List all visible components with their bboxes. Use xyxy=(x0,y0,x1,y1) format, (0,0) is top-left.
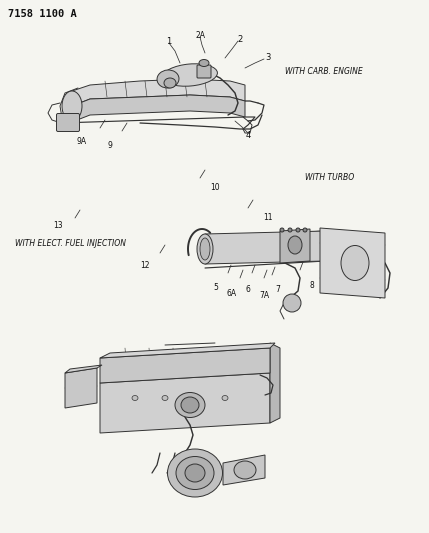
Ellipse shape xyxy=(164,78,176,88)
Text: 1: 1 xyxy=(166,36,172,45)
FancyBboxPatch shape xyxy=(197,65,211,78)
Text: 12: 12 xyxy=(140,261,150,270)
Ellipse shape xyxy=(162,395,168,400)
Polygon shape xyxy=(223,455,265,485)
Text: WITH ELECT. FUEL INJECTION: WITH ELECT. FUEL INJECTION xyxy=(15,238,126,247)
Text: 9: 9 xyxy=(108,141,112,149)
Polygon shape xyxy=(72,79,245,106)
Text: 7: 7 xyxy=(275,286,281,295)
Text: WITH CARB. ENGINE: WITH CARB. ENGINE xyxy=(285,67,363,76)
Ellipse shape xyxy=(200,238,210,260)
Text: 4: 4 xyxy=(245,131,251,140)
Ellipse shape xyxy=(163,64,218,86)
Ellipse shape xyxy=(288,228,292,232)
Text: 7A: 7A xyxy=(259,290,269,300)
Ellipse shape xyxy=(288,236,302,254)
Text: 10: 10 xyxy=(210,183,220,192)
Polygon shape xyxy=(205,231,325,264)
Polygon shape xyxy=(100,348,270,383)
Text: 11: 11 xyxy=(263,214,273,222)
Ellipse shape xyxy=(199,60,209,67)
Text: 2A: 2A xyxy=(195,30,205,39)
Polygon shape xyxy=(65,365,102,373)
Text: 8: 8 xyxy=(310,280,314,289)
Polygon shape xyxy=(320,228,385,298)
Text: 13: 13 xyxy=(53,221,63,230)
Polygon shape xyxy=(100,373,270,433)
Polygon shape xyxy=(100,343,275,358)
Ellipse shape xyxy=(192,395,198,400)
Text: 9A: 9A xyxy=(77,136,87,146)
Text: 5: 5 xyxy=(214,284,218,293)
Text: 2: 2 xyxy=(237,36,243,44)
Ellipse shape xyxy=(280,228,284,232)
Ellipse shape xyxy=(283,294,301,312)
FancyBboxPatch shape xyxy=(57,114,79,132)
Polygon shape xyxy=(280,229,310,263)
Ellipse shape xyxy=(234,461,256,479)
Ellipse shape xyxy=(185,464,205,482)
Text: 6: 6 xyxy=(245,285,251,294)
Polygon shape xyxy=(270,343,280,423)
Ellipse shape xyxy=(176,456,214,489)
Text: 6A: 6A xyxy=(227,289,237,298)
Ellipse shape xyxy=(62,91,82,121)
Text: WITH TURBO: WITH TURBO xyxy=(305,174,354,182)
Ellipse shape xyxy=(181,397,199,413)
Text: 7158 1100 A: 7158 1100 A xyxy=(8,9,77,19)
Ellipse shape xyxy=(197,234,213,264)
Ellipse shape xyxy=(132,395,138,400)
Polygon shape xyxy=(65,368,97,408)
Ellipse shape xyxy=(222,395,228,400)
Ellipse shape xyxy=(303,228,307,232)
Text: 3: 3 xyxy=(265,53,271,62)
Polygon shape xyxy=(72,95,245,122)
Ellipse shape xyxy=(167,449,223,497)
Ellipse shape xyxy=(296,228,300,232)
Ellipse shape xyxy=(341,246,369,280)
Ellipse shape xyxy=(157,70,179,88)
Ellipse shape xyxy=(175,392,205,417)
